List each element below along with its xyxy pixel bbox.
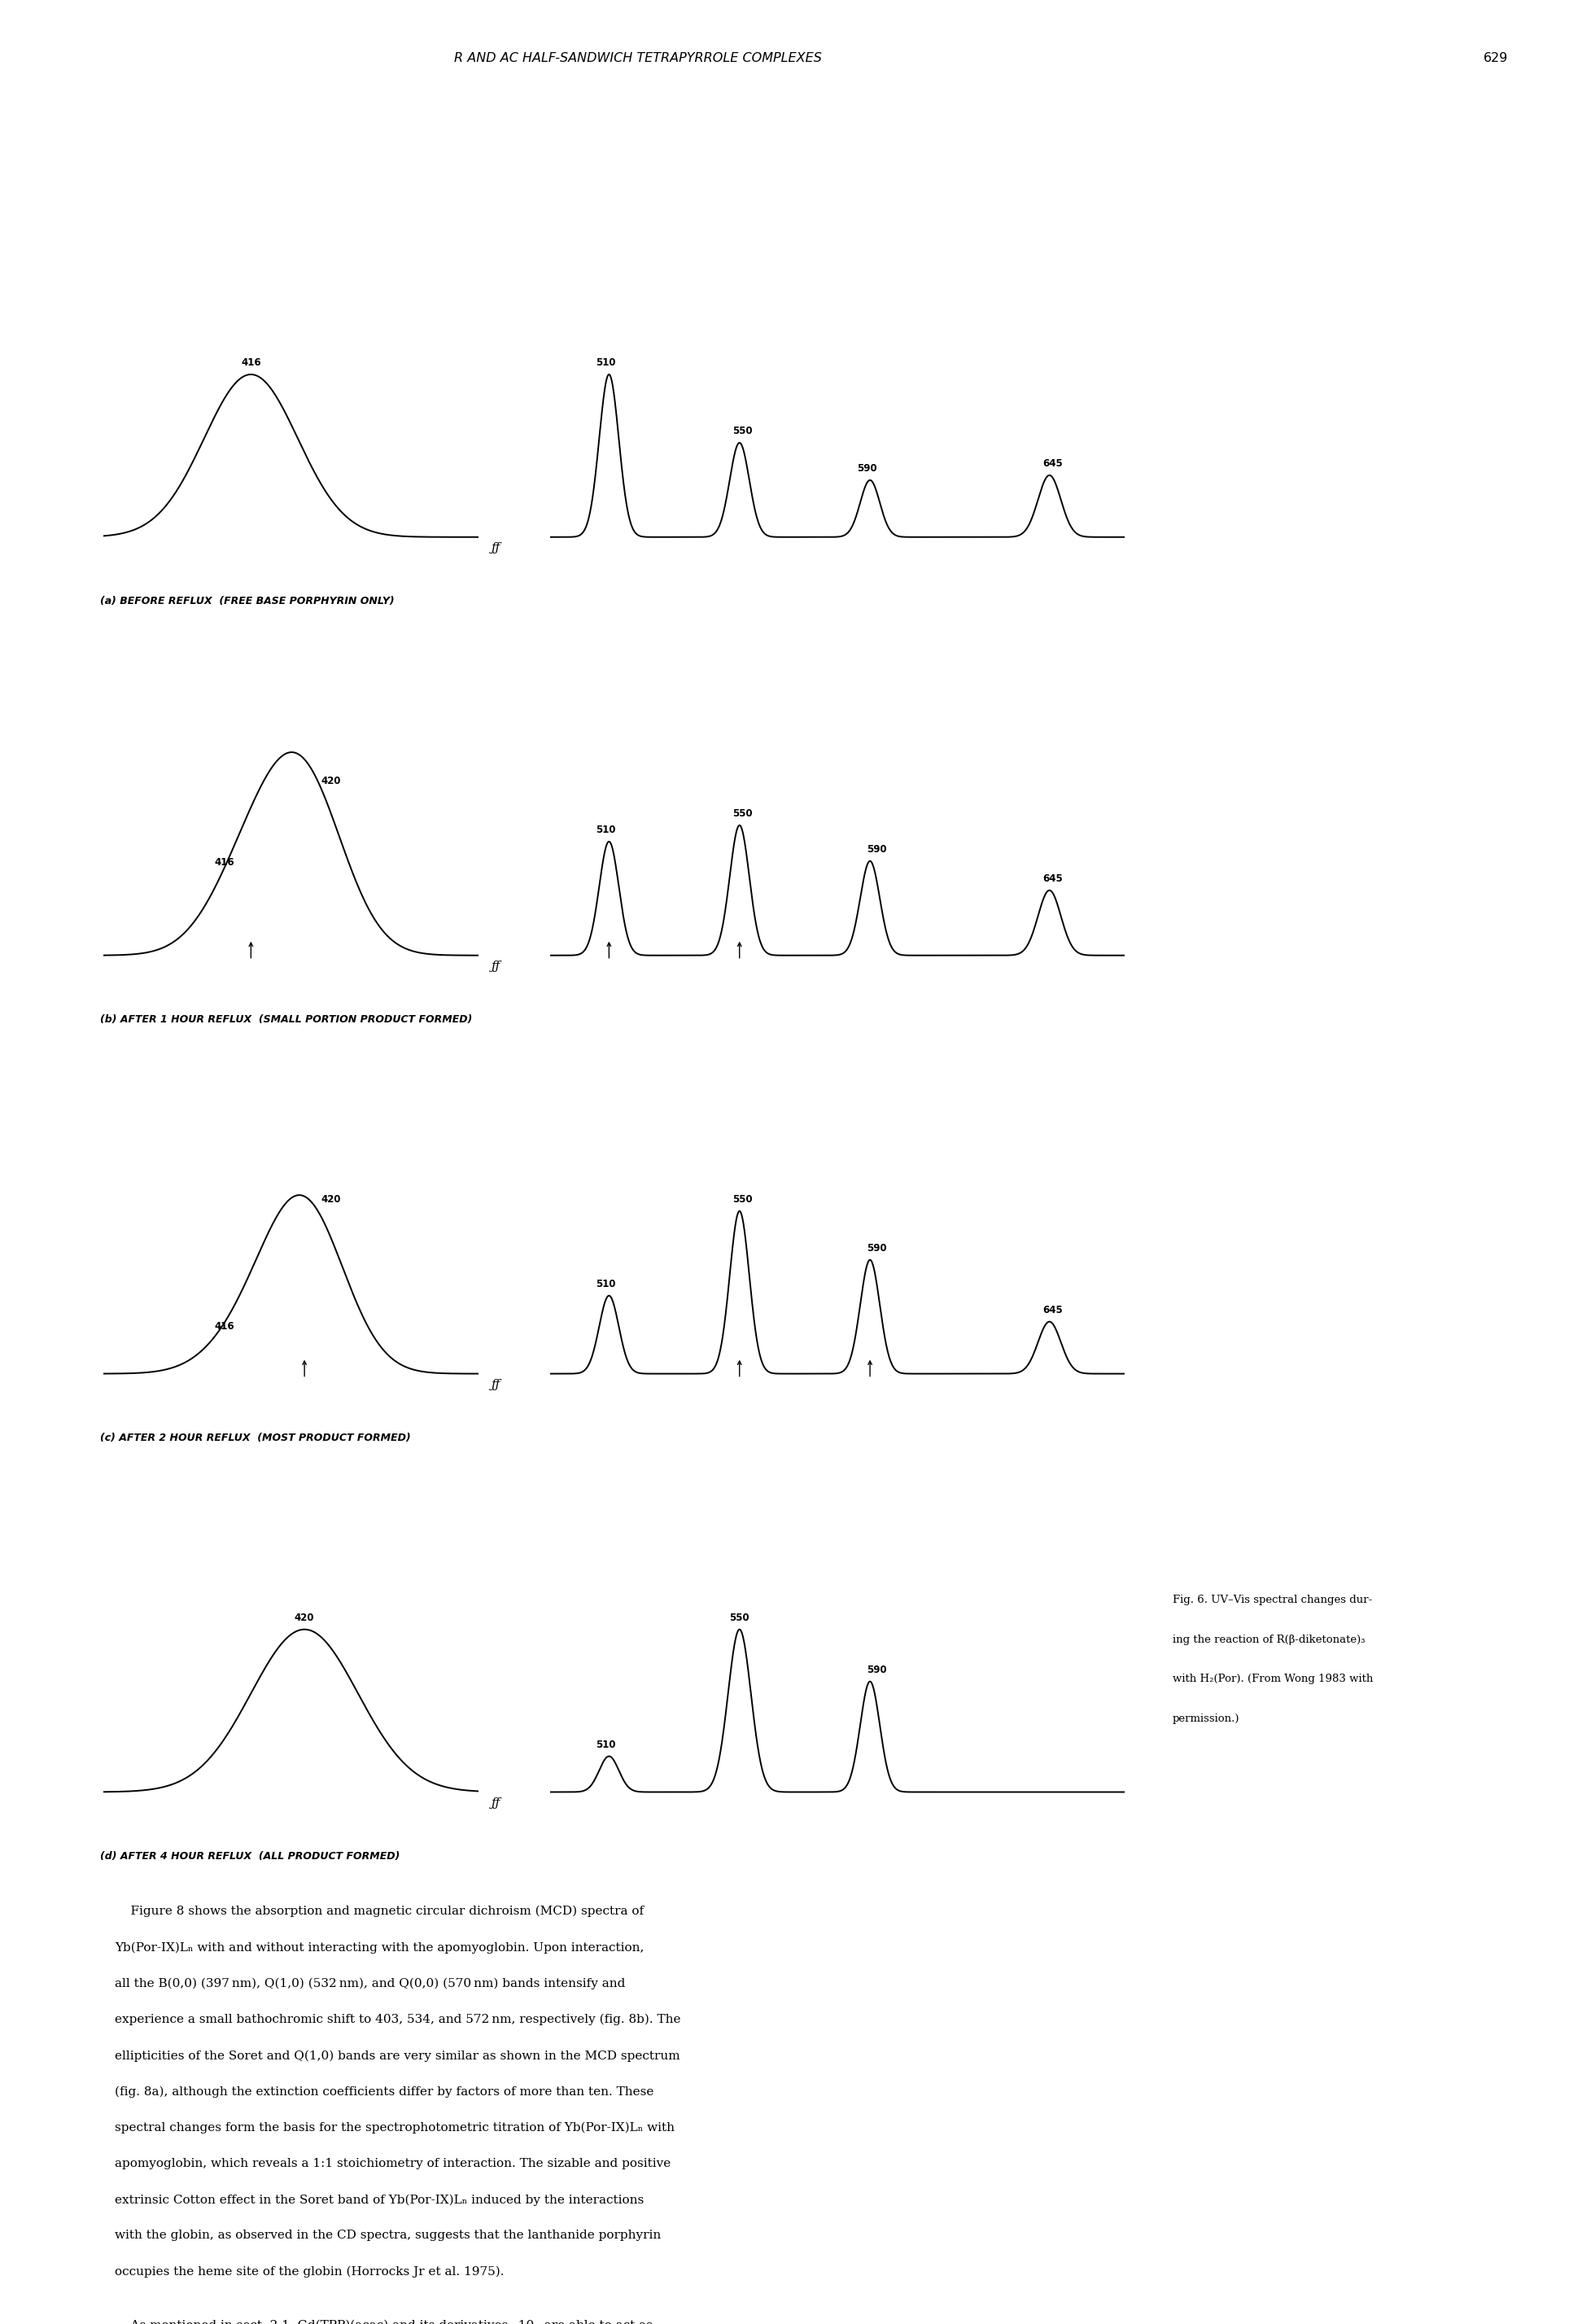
- Text: all the B(0,0) (397 nm), Q(1,0) (532 nm), and Q(0,0) (570 nm) bands intensify an: all the B(0,0) (397 nm), Q(1,0) (532 nm)…: [115, 1978, 625, 1989]
- Text: 645: 645: [1043, 1304, 1062, 1315]
- Text: 629: 629: [1483, 51, 1507, 65]
- Text: Fig. 6. UV–Vis spectral changes dur-: Fig. 6. UV–Vis spectral changes dur-: [1172, 1594, 1372, 1606]
- Text: occupies the heme site of the globin (Horrocks Jr et al. 1975).: occupies the heme site of the globin (Ho…: [115, 2266, 504, 2278]
- Text: 645: 645: [1043, 874, 1062, 883]
- Text: 645: 645: [1043, 458, 1062, 469]
- Text: with H₂(Por). (From Wong 1983 with: with H₂(Por). (From Wong 1983 with: [1172, 1673, 1373, 1685]
- Text: 420: 420: [295, 1613, 314, 1622]
- Text: Yb(Por-IX)Lₙ with and without interacting with the apomyoglobin. Upon interactio: Yb(Por-IX)Lₙ with and without interactin…: [115, 1943, 644, 1954]
- Text: 550: 550: [729, 1613, 750, 1622]
- Text: 510: 510: [597, 1738, 616, 1750]
- Text: 550: 550: [732, 1195, 753, 1204]
- Text: with the globin, as observed in the CD spectra, suggests that the lanthanide por: with the globin, as observed in the CD s…: [115, 2231, 660, 2240]
- Text: spectral changes form the basis for the spectrophotometric titration of Yb(Por-I: spectral changes form the basis for the …: [115, 2122, 675, 2133]
- Text: (a) BEFORE REFLUX  (FREE BASE PORPHYRIN ONLY): (a) BEFORE REFLUX (FREE BASE PORPHYRIN O…: [100, 595, 396, 607]
- Text: permission.): permission.): [1172, 1713, 1239, 1724]
- Text: 510: 510: [597, 358, 616, 367]
- Text: 416: 416: [214, 1320, 234, 1332]
- Text: ing the reaction of R(β-diketonate)₃: ing the reaction of R(β-diketonate)₃: [1172, 1634, 1365, 1645]
- Text: 590: 590: [866, 1243, 887, 1253]
- Text: 420: 420: [321, 776, 341, 786]
- Text: ƒƒ: ƒƒ: [491, 1796, 501, 1808]
- Text: (fig. 8a), although the extinction coefficients differ by factors of more than t: (fig. 8a), although the extinction coeff…: [115, 2087, 654, 2099]
- Text: 416: 416: [214, 858, 234, 867]
- Text: apomyoglobin, which reveals a 1:1 stoichiometry of interaction. The sizable and : apomyoglobin, which reveals a 1:1 stoich…: [115, 2159, 671, 2168]
- Text: Figure 8 shows the absorption and magnetic circular dichroism (MCD) spectra of: Figure 8 shows the absorption and magnet…: [115, 1906, 644, 1917]
- Text: (d) AFTER 4 HOUR REFLUX  (ALL PRODUCT FORMED): (d) AFTER 4 HOUR REFLUX (ALL PRODUCT FOR…: [100, 1850, 400, 1862]
- Text: R AND AC HALF-SANDWICH TETRAPYRROLE COMPLEXES: R AND AC HALF-SANDWICH TETRAPYRROLE COMP…: [455, 51, 821, 65]
- Text: ƒƒ: ƒƒ: [491, 960, 501, 971]
- Text: 416: 416: [241, 358, 262, 367]
- Text: ellipticities of the Soret and Q(1,0) bands are very similar as shown in the MCD: ellipticities of the Soret and Q(1,0) ba…: [115, 2050, 679, 2061]
- Text: (c) AFTER 2 HOUR REFLUX  (MOST PRODUCT FORMED): (c) AFTER 2 HOUR REFLUX (MOST PRODUCT FO…: [100, 1432, 412, 1443]
- Text: 550: 550: [732, 809, 753, 818]
- Text: 510: 510: [597, 1278, 616, 1290]
- Text: 590: 590: [866, 1664, 887, 1676]
- Text: ƒƒ: ƒƒ: [491, 1378, 501, 1390]
- Text: ƒƒ: ƒƒ: [491, 541, 501, 553]
- Text: (b) AFTER 1 HOUR REFLUX  (SMALL PORTION PRODUCT FORMED): (b) AFTER 1 HOUR REFLUX (SMALL PORTION P…: [100, 1013, 472, 1025]
- Text: 510: 510: [597, 825, 616, 834]
- Text: experience a small bathochromic shift to 403, 534, and 572 nm, respectively (fig: experience a small bathochromic shift to…: [115, 2013, 681, 2027]
- Text: extrinsic Cotton effect in the Soret band of Yb(Por-IX)Lₙ induced by the interac: extrinsic Cotton effect in the Soret ban…: [115, 2194, 644, 2205]
- Text: As mentioned in sect. 2.1, Gd(TPP)(acac) and its derivatives –10– are able to ac: As mentioned in sect. 2.1, Gd(TPP)(acac)…: [115, 2319, 652, 2324]
- Text: 550: 550: [732, 425, 753, 437]
- Text: 590: 590: [866, 844, 887, 855]
- Text: 590: 590: [857, 462, 877, 474]
- Text: 420: 420: [321, 1195, 341, 1204]
